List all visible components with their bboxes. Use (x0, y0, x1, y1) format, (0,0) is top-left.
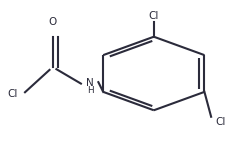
Text: Cl: Cl (148, 11, 158, 21)
Text: Cl: Cl (7, 89, 18, 99)
Text: Cl: Cl (214, 117, 225, 127)
Text: H: H (87, 86, 94, 95)
Text: N: N (85, 78, 93, 88)
Text: O: O (49, 17, 57, 27)
